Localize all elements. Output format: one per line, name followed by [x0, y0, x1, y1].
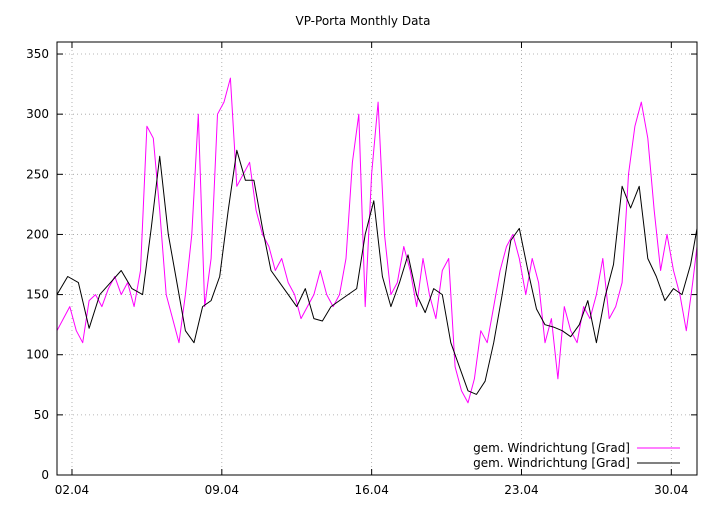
legend: gem. Windrichtung [Grad]gem. Windrichtun…	[473, 441, 680, 470]
grid-lines	[57, 42, 697, 475]
x-tick-label: 09.04	[205, 483, 239, 497]
y-tick-label: 250	[26, 167, 49, 181]
y-axis-ticks: 0 50 100 150 200 250 300 350	[26, 47, 697, 482]
y-tick-label: 350	[26, 47, 49, 61]
y-tick-label: 100	[26, 348, 49, 362]
y-tick-label: 300	[26, 107, 49, 121]
legend-label: gem. Windrichtung [Grad]	[473, 441, 630, 455]
x-axis-ticks: 02.04 09.04 16.04 23.04 30.04	[55, 42, 688, 497]
y-tick-label: 50	[34, 408, 49, 422]
chart-title: VP-Porta Monthly Data	[296, 14, 431, 28]
series-line	[56, 77, 698, 404]
series-line	[56, 149, 698, 395]
x-tick-label: 23.04	[504, 483, 538, 497]
y-tick-label: 200	[26, 227, 49, 241]
y-tick-label: 150	[26, 288, 49, 302]
y-tick-label: 0	[41, 468, 49, 482]
x-tick-label: 02.04	[55, 483, 89, 497]
x-tick-label: 16.04	[354, 483, 388, 497]
legend-label: gem. Windrichtung [Grad]	[473, 456, 630, 470]
plot-series	[56, 77, 698, 404]
x-tick-label: 30.04	[654, 483, 688, 497]
plot-border	[56, 41, 698, 476]
